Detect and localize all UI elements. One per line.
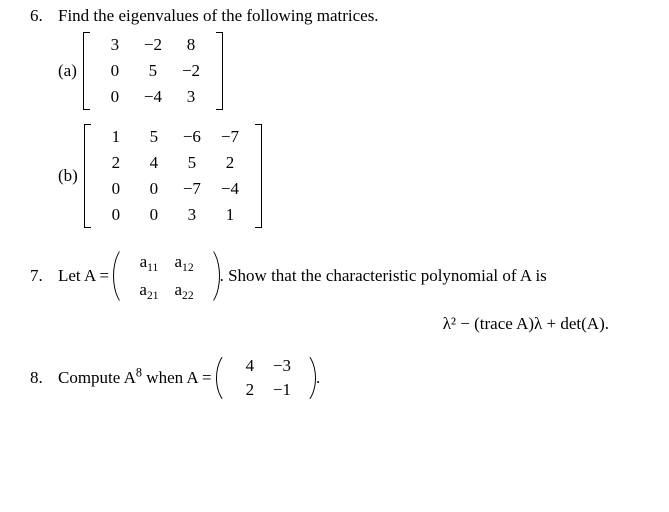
- m6b-r3c0: 0: [97, 202, 135, 228]
- m6b-r0c1: 5: [135, 124, 173, 150]
- m6a-r2c0: 0: [96, 84, 134, 110]
- m8-r0c1: −3: [266, 354, 298, 378]
- m7-r1c0-sub: 21: [147, 289, 159, 302]
- p8-pre2: when A =: [142, 368, 212, 387]
- m6b-r2c1: 0: [135, 176, 173, 202]
- matrix-6a: 3 −2 8 0 5 −2 0 −4 3: [83, 32, 223, 110]
- right-bracket-icon: [251, 124, 262, 228]
- problem-6b-label: (b): [58, 166, 78, 186]
- m6b-r1c3: 2: [211, 150, 249, 176]
- m7-r1c0-a: a: [139, 280, 147, 299]
- matrix-7-table: a11 a12 a21 a22: [131, 248, 201, 304]
- problem-7: 7. Let A = a11 a12 a21 a22: [30, 248, 649, 334]
- problem-6-stem-row: 6. Find the eigenvalues of the following…: [30, 6, 649, 26]
- m7-r0c0: a11: [131, 248, 166, 276]
- problem-7-body: Let A = a11 a12 a21 a22: [58, 248, 649, 304]
- m8-r0c0: 4: [234, 354, 266, 378]
- exercise-page: 6. Find the eigenvalues of the following…: [0, 0, 669, 432]
- problem-6a: (a) 3 −2 8 0 5 −2 0 −4: [58, 32, 649, 110]
- left-paren-icon: [216, 354, 232, 402]
- p7-pre: Let A =: [58, 266, 109, 286]
- left-bracket-icon: [84, 124, 95, 228]
- matrix-8-table: 4 −3 2 −1: [234, 354, 298, 402]
- m6b-r2c2: −7: [173, 176, 211, 202]
- m8-r1c1: −1: [266, 378, 298, 402]
- m8-r1c0: 2: [234, 378, 266, 402]
- p8-pre1: Compute A: [58, 368, 136, 387]
- right-bracket-icon: [212, 32, 223, 110]
- m6a-r1c1: 5: [134, 58, 172, 84]
- m6b-r0c2: −6: [173, 124, 211, 150]
- m6a-r0c0: 3: [96, 32, 134, 58]
- matrix-6b: 1 5 −6 −7 2 4 5 2 0 0 −7: [84, 124, 262, 228]
- m7-r1c1-a: a: [175, 280, 183, 299]
- m6b-r2c3: −4: [211, 176, 249, 202]
- problem-6a-label: (a): [58, 61, 77, 81]
- p8-post: .: [316, 368, 320, 388]
- m7-r1c1: a22: [167, 276, 202, 304]
- left-paren-icon: [113, 248, 129, 304]
- right-paren-icon: [300, 354, 316, 402]
- m7-r1c1-sub: 22: [182, 289, 194, 302]
- problem-8-row: 8. Compute A8 when A = 4 −3 2 −1: [30, 354, 649, 402]
- problem-number: 8.: [30, 368, 58, 388]
- problem-8: 8. Compute A8 when A = 4 −3 2 −1: [30, 354, 649, 402]
- problem-7-row: 7. Let A = a11 a12 a21 a22: [30, 248, 649, 304]
- m6b-r3c2: 3: [173, 202, 211, 228]
- left-bracket-icon: [83, 32, 94, 110]
- m7-r1c0: a21: [131, 276, 166, 304]
- problem-6b: (b) 1 5 −6 −7 2 4 5 2: [58, 124, 649, 228]
- m7-r0c0-sub: 11: [147, 261, 158, 274]
- p7-post: . Show that the characteristic polynomia…: [220, 266, 547, 286]
- matrix-8: 4 −3 2 −1: [216, 354, 316, 402]
- m6b-r3c1: 0: [135, 202, 173, 228]
- m6b-r2c0: 0: [97, 176, 135, 202]
- problem-8-body: Compute A8 when A = 4 −3 2 −1: [58, 354, 649, 402]
- p8-pre: Compute A8 when A =: [58, 368, 212, 388]
- m7-r0c1-a: a: [175, 252, 183, 271]
- m6b-r0c0: 1: [97, 124, 135, 150]
- m6a-r1c0: 0: [96, 58, 134, 84]
- m6b-r1c1: 4: [135, 150, 173, 176]
- m6a-r2c2: 3: [172, 84, 210, 110]
- m7-r0c1-sub: 12: [182, 261, 194, 274]
- m6a-r0c2: 8: [172, 32, 210, 58]
- m7-r0c1: a12: [167, 248, 202, 276]
- problem-number: 6.: [30, 6, 58, 26]
- p7-formula: λ² − (trace A)λ + det(A).: [30, 314, 649, 334]
- matrix-6a-table: 3 −2 8 0 5 −2 0 −4 3: [96, 32, 210, 110]
- matrix-6b-table: 1 5 −6 −7 2 4 5 2 0 0 −7: [97, 124, 249, 228]
- right-paren-icon: [204, 248, 220, 304]
- m6a-r1c2: −2: [172, 58, 210, 84]
- m6b-r0c3: −7: [211, 124, 249, 150]
- problem-6: 6. Find the eigenvalues of the following…: [30, 6, 649, 228]
- matrix-7: a11 a12 a21 a22: [113, 248, 219, 304]
- problem-stem: Find the eigenvalues of the following ma…: [58, 6, 649, 26]
- m6b-r1c0: 2: [97, 150, 135, 176]
- m6a-r2c1: −4: [134, 84, 172, 110]
- m6b-r1c2: 5: [173, 150, 211, 176]
- m6b-r3c3: 1: [211, 202, 249, 228]
- m6a-r0c1: −2: [134, 32, 172, 58]
- problem-number: 7.: [30, 266, 58, 286]
